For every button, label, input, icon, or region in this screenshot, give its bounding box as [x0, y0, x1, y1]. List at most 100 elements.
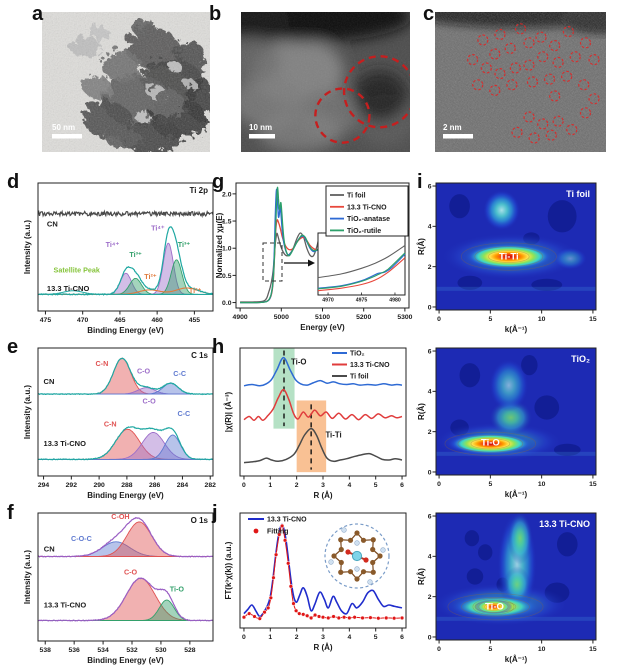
fit-marker — [268, 595, 273, 600]
fit-marker — [305, 613, 310, 618]
panel-c-image: 2 nm — [435, 12, 606, 152]
trace-label: 13.3 Ti-CNO — [44, 601, 87, 610]
peak-label: C-N — [95, 359, 108, 368]
x-tick-label: 470 — [77, 317, 89, 324]
y-tick-label: 0 — [428, 304, 432, 311]
legend-marker — [253, 528, 259, 534]
legend-label: TiO₂-rutile — [347, 228, 381, 235]
fit-marker — [312, 612, 318, 618]
y-tick-label: 4 — [428, 389, 432, 396]
x-tick-label: 538 — [40, 647, 52, 654]
panel-h-chart: Ti-O Ti-Ti TiO₂ 13.3 Ti-CNO Ti foil 0 1 2 3 4 5 6 R … — [224, 347, 407, 500]
single-atom-marker — [523, 111, 535, 123]
fit-marker — [293, 608, 299, 613]
x-tick-label: 15 — [589, 646, 597, 653]
contour-line — [457, 435, 524, 453]
fit-marker — [316, 614, 322, 619]
fit-marker — [271, 575, 276, 580]
contour-line — [472, 598, 515, 616]
legend-label: 13.3 Ti-CNO — [267, 517, 307, 524]
contour-line — [447, 593, 544, 621]
panel-letter-a: a — [32, 3, 44, 25]
x-tick-label: 1 — [268, 482, 272, 489]
x-tick-label: 5300 — [397, 314, 412, 321]
y-tick-label: 0 — [428, 634, 432, 641]
carbon-atom — [354, 576, 360, 582]
y-tick-label: 1.5 — [222, 218, 232, 225]
single-atom-marker — [535, 31, 547, 43]
scale-bar-label-b: 10 nm — [249, 123, 272, 132]
shell-label: Ti-Ti — [325, 431, 341, 440]
x-tick-label: 5100 — [315, 314, 330, 321]
peak-label: C-C — [173, 369, 186, 378]
fit-marker — [360, 615, 365, 621]
plot-frame — [435, 182, 597, 311]
zoom-region-box — [262, 242, 283, 282]
x-tick-label: 15 — [589, 316, 597, 323]
fit-marker — [308, 615, 314, 621]
x-tick-label: 4900 — [233, 314, 248, 321]
single-atom-marker — [549, 90, 561, 102]
single-atom-marker — [472, 79, 484, 91]
x-tick-label: 536 — [68, 647, 80, 654]
x-tick-label: 1 — [268, 634, 272, 641]
x-axis-label: Energy (eV) — [300, 323, 345, 332]
peak-label: Ti³⁺ — [178, 240, 191, 249]
fit-marker — [326, 615, 331, 621]
peak-label: C-N — [104, 420, 117, 429]
legend-label: 13.3 Ti-CNO — [347, 204, 387, 211]
fit-marker — [277, 532, 282, 537]
single-atom-marker — [523, 59, 535, 71]
single-atom-marker — [526, 76, 539, 88]
fit-marker — [368, 615, 373, 620]
x-tick-label: 465 — [114, 317, 126, 324]
scale-bar-label-a: 50 nm — [52, 123, 75, 132]
cluster-marker-circle — [342, 55, 410, 129]
x-tick-label: 460 — [151, 317, 163, 324]
carbon-atom — [370, 569, 376, 575]
intensity-blob-cool — [553, 247, 587, 270]
fit-marker — [399, 615, 405, 621]
nitrogen-atom — [328, 559, 334, 565]
x-tick-label: 534 — [97, 647, 109, 654]
legend-label: Ti foil — [347, 193, 366, 200]
y-axis-label: R(Å) — [417, 238, 426, 255]
legend-label: Fitting — [267, 529, 288, 536]
single-atom-marker — [509, 62, 521, 74]
x-tick-label: 5 — [488, 646, 492, 653]
single-atom-marker — [494, 28, 506, 41]
single-atom-marker — [467, 53, 479, 66]
low-intensity-spot — [534, 395, 560, 420]
low-intensity-spot — [457, 275, 483, 290]
trace-label: 13.3 Ti-CNO — [44, 439, 87, 448]
titanium-atom — [351, 550, 363, 562]
fit-marker — [347, 615, 352, 621]
single-atom-marker — [545, 129, 557, 141]
x-tick-label: 3 — [321, 482, 325, 489]
fit-marker — [280, 523, 285, 529]
intensity-blob-grn — [503, 566, 531, 603]
x-tick-label: 528 — [184, 647, 196, 654]
tem-grain — [42, 12, 210, 152]
intensity-blob-cool — [483, 190, 521, 231]
x-axis-label: k(Å⁻¹) — [505, 325, 528, 334]
legend-label: Ti foil — [350, 374, 369, 381]
xps-component — [38, 357, 213, 395]
corner-label: C 1s — [191, 351, 208, 360]
x-axis-label: R (Å) — [313, 491, 332, 500]
carbon-atom — [370, 546, 376, 553]
fit-marker — [336, 615, 341, 621]
zoom-arrow-head — [308, 259, 315, 267]
panel-e-chart: CN 13.3 Ti-CNO C-N C-O C-C C-N C-O C-C 294 292 290… — [23, 347, 216, 500]
fit-marker — [262, 610, 267, 615]
peak-label: C-O — [124, 567, 138, 576]
inset-tick-label: 4970 — [322, 298, 334, 304]
single-atom-marker — [543, 73, 556, 85]
haadf-grain — [435, 12, 606, 152]
single-atom-marker — [552, 115, 564, 127]
carbon-atom — [338, 569, 344, 575]
y-tick-label: 2 — [428, 429, 432, 436]
single-atom-marker — [489, 48, 501, 60]
panel-letter-h: h — [212, 336, 225, 358]
single-atom-marker — [566, 124, 578, 136]
